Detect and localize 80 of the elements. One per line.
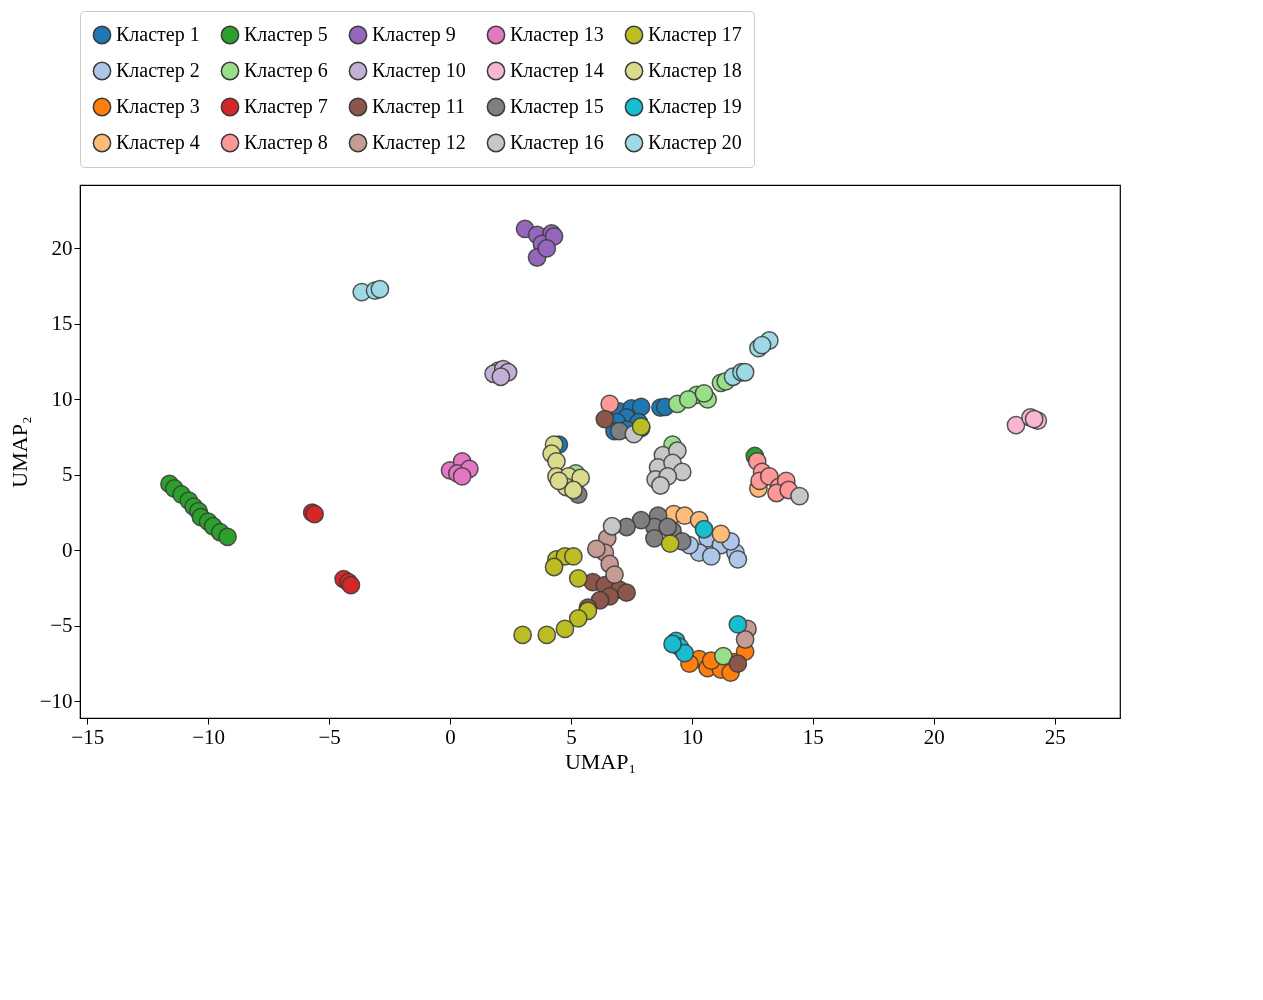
point: [617, 583, 637, 603]
legend-label: Кластер 13: [510, 23, 604, 46]
x-tick-label: 15: [802, 724, 824, 749]
point: [711, 524, 731, 544]
point: [537, 625, 557, 645]
point: [537, 239, 557, 258]
point: [645, 528, 664, 548]
point: [218, 527, 237, 547]
legend-label: Кластер 9: [372, 23, 456, 46]
legend-label: Кластер 5: [244, 23, 328, 46]
point: [602, 516, 622, 536]
x-tick-label: 20: [923, 724, 945, 749]
legend-label: Кластер 15: [510, 95, 604, 118]
legend-label: Кластер 1: [116, 23, 200, 46]
x-tick-label: 5: [566, 724, 577, 749]
point: [513, 625, 533, 645]
x-tick-label: −15: [71, 724, 105, 749]
point: [568, 608, 588, 628]
point: [555, 619, 575, 639]
y-tick-label: 15: [51, 311, 73, 336]
legend-label: Кластер 2: [116, 59, 200, 82]
point: [675, 506, 695, 526]
point: [651, 476, 670, 495]
point: [631, 510, 651, 530]
point: [544, 557, 564, 577]
x-tick-label: 10: [681, 724, 703, 749]
point: [735, 630, 755, 649]
point: [728, 614, 748, 634]
point: [370, 279, 390, 299]
y-tick-label: 0: [62, 537, 73, 562]
x-tick-label: −10: [192, 724, 226, 749]
point: [600, 394, 620, 414]
y-tick-label: −10: [39, 688, 73, 713]
x-tick-label: 25: [1044, 724, 1066, 749]
point: [563, 547, 583, 566]
legend-label: Кластер 19: [648, 95, 742, 118]
point: [568, 568, 588, 588]
legend-label: Кластер 6: [244, 59, 328, 82]
point: [658, 517, 678, 537]
point: [694, 383, 714, 403]
point: [660, 534, 680, 553]
legend-label: Кластер 20: [648, 131, 742, 154]
point: [452, 467, 472, 486]
point: [595, 409, 615, 429]
x-axis-title: UMAP₁: [564, 748, 637, 774]
point: [605, 565, 624, 584]
point: [678, 390, 698, 409]
point: [586, 539, 606, 559]
legend-label: Кластер 7: [244, 95, 328, 118]
point: [728, 550, 748, 569]
y-tick-label: 20: [51, 235, 73, 260]
point: [549, 471, 569, 491]
legend-label: Кластер 18: [648, 59, 742, 82]
legend-label: Кластер 8: [244, 131, 328, 154]
point: [752, 335, 772, 355]
point: [790, 486, 809, 506]
point: [663, 634, 682, 654]
legend-label: Кластер 11: [372, 95, 465, 118]
point: [491, 367, 511, 387]
point: [728, 654, 748, 674]
point: [1006, 415, 1026, 435]
legend-label: Кластер 10: [372, 59, 466, 82]
x-tick-label: −5: [318, 724, 341, 749]
legend-label: Кластер 16: [510, 131, 604, 154]
x-tick-label: 0: [445, 724, 456, 749]
point: [563, 480, 583, 500]
legend-label: Кластер 17: [648, 23, 742, 46]
y-axis-title: UMAP₂: [6, 416, 32, 488]
point: [713, 646, 733, 666]
point: [735, 362, 755, 382]
legend-label: Кластер 3: [116, 95, 200, 118]
legend-label: Кластер 12: [372, 131, 466, 154]
legend-label: Кластер 4: [116, 131, 200, 154]
legend-label: Кластер 14: [510, 59, 604, 82]
point: [547, 451, 566, 471]
y-tick-label: −5: [50, 613, 73, 638]
point: [694, 519, 714, 539]
y-tick-label: 5: [62, 462, 73, 487]
y-tick-label: 10: [51, 386, 73, 411]
point: [701, 547, 721, 566]
